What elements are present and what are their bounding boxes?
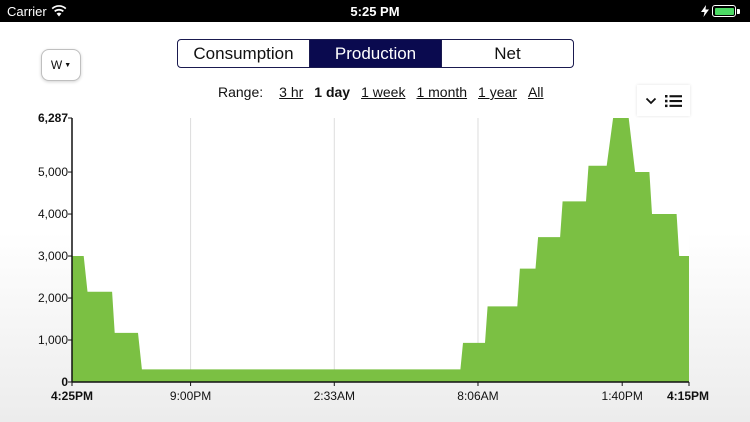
y-tick-label: 2,000 xyxy=(38,291,68,305)
range-option-1year[interactable]: 1 year xyxy=(478,84,517,100)
production-area-series xyxy=(72,118,689,382)
range-option-all[interactable]: All xyxy=(527,84,544,100)
tab-consumption[interactable]: Consumption xyxy=(178,40,310,67)
range-selector: Range: 3 hr 1 day 1 week 1 month 1 year … xyxy=(218,84,544,102)
y-tick-label: 3,000 xyxy=(38,249,68,263)
tab-net[interactable]: Net xyxy=(494,43,521,63)
range-option-1day[interactable]: 1 day xyxy=(314,84,351,100)
x-tick-label: 9:00PM xyxy=(170,389,211,403)
unit-label: W xyxy=(50,58,63,72)
x-tick-label: 1:40PM xyxy=(602,389,643,403)
x-tick-label: 8:06AM xyxy=(457,389,498,403)
status-bar: Carrier 5:25 PM xyxy=(0,0,750,22)
mode-segmented-control: Consumption Production Net xyxy=(177,39,574,68)
range-label: Range: xyxy=(218,84,264,100)
y-tick-label: 0 xyxy=(61,375,68,389)
y-tick-label: 4,000 xyxy=(38,207,68,221)
caret-down-icon: ▼ xyxy=(64,61,72,69)
battery-icon xyxy=(712,5,736,17)
range-option-3hr[interactable]: 3 hr xyxy=(279,84,304,100)
carrier-label: Carrier xyxy=(7,4,47,19)
y-tick-label: 5,000 xyxy=(38,165,68,179)
tab-production[interactable]: Production xyxy=(310,40,442,67)
wifi-icon xyxy=(51,5,67,17)
range-option-1week[interactable]: 1 week xyxy=(361,84,406,100)
chevron-down-icon[interactable] xyxy=(645,97,657,105)
charging-icon xyxy=(701,5,709,17)
y-tick-label: 6,287 xyxy=(38,111,68,125)
x-tick-label: 4:25PM xyxy=(51,389,93,403)
status-time: 5:25 PM xyxy=(350,4,400,19)
list-icon[interactable] xyxy=(665,94,682,108)
chart-tools xyxy=(637,85,690,116)
range-option-1month[interactable]: 1 month xyxy=(416,84,468,100)
x-tick-label: 4:15PM xyxy=(667,389,709,403)
x-tick-label: 2:33AM xyxy=(314,389,355,403)
y-tick-label: 1,000 xyxy=(38,333,68,347)
unit-selector-button[interactable]: W ▼ xyxy=(41,49,81,81)
